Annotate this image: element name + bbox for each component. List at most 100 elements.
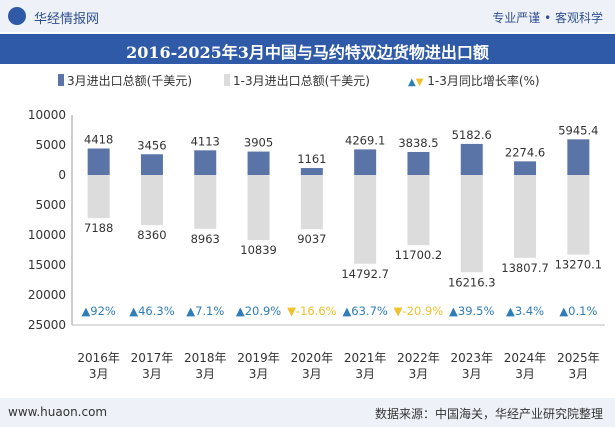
x-tick-label: 3月: [142, 367, 162, 381]
bar-ytd: [407, 175, 430, 246]
x-tick-label: 3月: [89, 367, 109, 381]
y-tick-label: 5000: [35, 138, 66, 152]
growth-label: ▼-16.6%: [287, 304, 337, 318]
data-label-march: 5182.6: [452, 128, 492, 142]
legend: 3月进出口总额(千美元) 1-3月进出口总额(千美元) ▲▼ 1-3月同比增长率…: [0, 72, 615, 90]
data-label-ytd: 13270.1: [555, 258, 603, 272]
y-tick-label: 10000: [28, 108, 66, 122]
growth-label: ▲3.4%: [506, 304, 544, 318]
x-tick-label: 2022年: [397, 351, 440, 365]
bar-ytd: [194, 175, 217, 229]
data-label-march: 4113: [191, 134, 220, 148]
x-tick-label: 3月: [569, 367, 589, 381]
growth-label: ▼-20.9%: [394, 304, 444, 318]
data-label-march: 5945.4: [558, 123, 598, 137]
x-tick-label: 2023年: [450, 351, 493, 365]
bar-ytd: [300, 175, 323, 230]
bar-march: [407, 151, 430, 175]
footer-source: 数据来源：中国海关，华经产业研究院整理: [374, 407, 603, 421]
x-tick-label: 2019年: [237, 351, 280, 365]
bar-march: [354, 149, 377, 175]
bar-march: [140, 154, 163, 175]
x-tick-label: 3月: [195, 367, 215, 381]
growth-label: ▲46.3%: [129, 304, 174, 318]
bar-march: [567, 139, 590, 175]
data-label-ytd: 10839: [240, 243, 277, 257]
growth-label: ▲92%: [81, 304, 115, 318]
bar-march: [247, 151, 270, 175]
bar-ytd: [460, 175, 483, 273]
legend-item-march: 3月进出口总额(千美元): [58, 72, 192, 89]
bar-ytd: [140, 175, 163, 226]
y-tick-label: 0: [58, 168, 66, 182]
data-label-march: 4269.1: [345, 133, 385, 147]
legend-up-triangle-icon: ▲: [408, 77, 416, 88]
data-label-ytd: 8963: [191, 232, 220, 246]
x-tick-label: 2024年: [504, 351, 547, 365]
bar-march: [460, 143, 483, 175]
y-tick-label: 10000: [28, 228, 66, 242]
growth-label: ▲7.1%: [186, 304, 224, 318]
top-bar: 华经情报网 专业严谨 • 客观科学: [0, 0, 615, 32]
x-tick-label: 2016年: [77, 351, 120, 365]
bar-march: [87, 148, 110, 175]
legend-label-growth: 1-3月同比增长率(%): [427, 74, 540, 88]
logo-text: 华经情报网: [34, 12, 100, 27]
data-label-march: 3838.5: [398, 136, 438, 150]
growth-label: ▲39.5%: [449, 304, 494, 318]
y-tick-label: 5000: [35, 198, 66, 212]
chart-title: 2016-2025年3月中国与马约特双边货物进出口额: [126, 43, 489, 62]
y-tick-label: 20000: [28, 288, 66, 302]
bar-ytd: [354, 175, 377, 264]
x-tick-label: 3月: [409, 367, 429, 381]
growth-label: ▲63.7%: [342, 304, 387, 318]
footer-website: www.huaon.com: [8, 405, 108, 419]
x-tick-label: 3月: [462, 367, 482, 381]
logo-icon: [8, 7, 26, 25]
legend-label-ytd: 1-3月进出口总额(千美元): [233, 74, 370, 88]
x-tick-label: 3月: [249, 367, 269, 381]
data-label-ytd: 13807.7: [501, 261, 549, 275]
legend-swatch-ytd: [224, 74, 230, 86]
x-tick-label: 2017年: [131, 351, 174, 365]
bar-march: [194, 150, 217, 175]
bar-march: [514, 161, 537, 175]
slogan: 专业严谨 • 客观科学: [492, 11, 603, 25]
y-tick-label: 15000: [28, 258, 66, 272]
data-label-ytd: 11700.2: [395, 248, 443, 262]
legend-item-growth: ▲▼ 1-3月同比增长率(%): [408, 72, 540, 89]
bar-ytd: [87, 175, 110, 219]
bar-ytd: [567, 175, 590, 255]
x-tick-label: 3月: [302, 367, 322, 381]
data-label-march: 3456: [137, 138, 166, 152]
bar-ytd: [247, 175, 270, 241]
growth-label: ▲20.9%: [236, 304, 281, 318]
x-tick-label: 2025年: [557, 351, 600, 365]
data-label-ytd: 9037: [297, 232, 326, 246]
legend-label-march: 3月进出口总额(千美元): [67, 74, 192, 88]
x-tick-label: 2018年: [184, 351, 227, 365]
bar-march: [300, 168, 323, 175]
data-label-ytd: 8360: [137, 228, 166, 242]
data-label-ytd: 14792.7: [341, 267, 389, 281]
x-tick-label: 2021年: [344, 351, 387, 365]
x-tick-label: 3月: [355, 367, 375, 381]
data-label-march: 1161: [297, 152, 326, 166]
growth-label: ▲0.1%: [559, 304, 597, 318]
legend-swatch-march: [58, 74, 64, 86]
bar-ytd: [514, 175, 537, 258]
footer: www.huaon.com 数据来源：中国海关，华经产业研究院整理: [0, 398, 615, 427]
data-label-ytd: 16216.3: [448, 275, 496, 289]
data-label-march: 3905: [244, 136, 273, 150]
y-tick-label: 25000: [28, 318, 66, 332]
x-tick-label: 3月: [515, 367, 535, 381]
legend-item-ytd: 1-3月进出口总额(千美元): [224, 72, 370, 89]
legend-down-triangle-icon: ▼: [415, 77, 424, 88]
title-bar: 2016-2025年3月中国与马约特双边货物进出口额: [0, 34, 615, 64]
data-label-march: 4418: [84, 132, 113, 146]
x-tick-label: 2020年: [291, 351, 334, 365]
data-label-march: 2274.6: [505, 145, 545, 159]
data-label-ytd: 7188: [84, 221, 113, 235]
